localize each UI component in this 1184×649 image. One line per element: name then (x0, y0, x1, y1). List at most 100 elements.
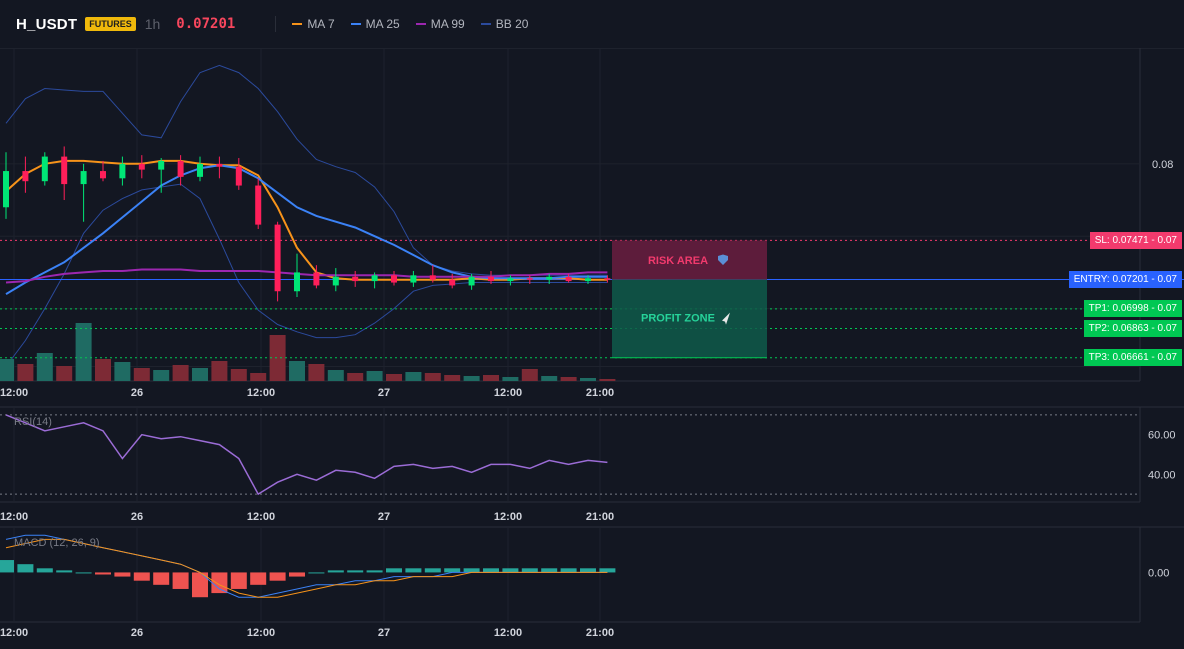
legend-ma25-label: MA 25 (365, 17, 400, 31)
symbol-title[interactable]: H_USDT (16, 15, 78, 33)
macd-histogram-bar (153, 572, 170, 585)
macd-histogram-bar (347, 570, 364, 573)
candle-body (565, 276, 572, 282)
macd-histogram-bar (444, 568, 461, 573)
candle-body (313, 272, 320, 286)
volume-bar (308, 364, 325, 381)
candle-body (410, 275, 417, 283)
grid-lines (0, 48, 1140, 622)
time-tick-label: 12:00 (494, 387, 522, 399)
time-tick-label: 12:00 (0, 511, 28, 523)
legend-bb20-label: BB 20 (495, 17, 529, 31)
tp2-tag-value: 0.07 (1157, 322, 1177, 334)
tp3-tag: TP3: 0.06661 - 0.07 (1083, 349, 1182, 367)
legend-ma7-swatch (292, 23, 303, 25)
time-tick-label: 12:00 (247, 627, 275, 639)
candle-body (80, 171, 87, 185)
legend-bb20-swatch (480, 23, 491, 25)
macd-histogram-bar (211, 572, 228, 594)
volume-bar (192, 368, 208, 381)
ma25-line (5, 164, 608, 295)
candle-body (235, 166, 242, 186)
candle-body (507, 278, 514, 282)
volume-bar (424, 373, 441, 381)
time-tick-label: 12:00 (247, 387, 275, 399)
time-tick-label: 12:00 (494, 627, 522, 639)
volume-bar (95, 359, 111, 381)
macd-histogram-bar (463, 568, 480, 573)
candle-body (526, 278, 533, 280)
candle-body (468, 276, 475, 286)
volume-bar (133, 368, 150, 381)
macd-pane: MACD (12, 26, 9) 0.00 (0, 534, 1169, 598)
shield-icon (718, 254, 728, 265)
macd-histogram-bar (599, 568, 616, 573)
macd-histogram-bar (386, 568, 402, 573)
legend-ma7[interactable]: MA 7 (292, 17, 335, 31)
macd-histogram-bar (230, 572, 247, 589)
legend-bb20[interactable]: BB 20 (480, 17, 529, 31)
candle-body (449, 279, 456, 286)
candle-body (255, 185, 262, 225)
chart-header: H_USDT FUTURES 1h 0.07201 MA 7 MA 25 MA … (0, 0, 1184, 49)
rsi-label: RSI(14) (14, 416, 52, 428)
candle-body (3, 171, 9, 208)
time-tick-label: 21:00 (586, 387, 614, 399)
macd-histogram-bar (366, 570, 383, 573)
macd-histogram-bar (502, 568, 519, 573)
volume-bar (386, 374, 402, 381)
time-tick-label: 12:00 (247, 511, 275, 523)
profit-zone-label: PROFIT ZONE (641, 313, 715, 325)
macd-histogram-bar (0, 560, 14, 573)
macd-histogram-bar (580, 568, 596, 573)
volume-bar (269, 335, 286, 381)
volume-bar (75, 323, 92, 381)
ma7-line (5, 159, 608, 281)
tp1-tag-label: TP1: 0.06998 (1088, 303, 1149, 315)
candle-body (119, 163, 126, 179)
candle-body (216, 163, 223, 167)
macd-tick-label: 0.00 (1148, 567, 1169, 579)
candle-body (352, 276, 359, 282)
candle-body (274, 224, 281, 292)
candle-body (22, 171, 29, 182)
candle-body (332, 276, 339, 286)
macd-histogram-bar (424, 568, 441, 573)
volume-bar (36, 353, 53, 381)
risk-area-label: RISK AREA (648, 255, 708, 267)
macd-histogram-bar (95, 572, 111, 575)
volume-bar (502, 377, 519, 381)
candle-body (294, 272, 300, 292)
legend-ma25[interactable]: MA 25 (350, 17, 400, 31)
candle-body (429, 275, 436, 280)
rsi-tick-label: 40.00 (1148, 469, 1176, 481)
legend-ma7-label: MA 7 (307, 17, 335, 31)
time-tick-label: 12:00 (494, 511, 522, 523)
macd-histogram-bar (289, 572, 305, 577)
volume-bar (560, 377, 577, 381)
time-tick-label: 27 (378, 511, 390, 523)
candlesticks (3, 146, 611, 302)
volume-bar (347, 373, 364, 381)
candle-body (546, 276, 553, 280)
volume-bar (211, 361, 228, 381)
volume-bar (230, 369, 247, 381)
time-tick-label: 21:00 (586, 511, 614, 523)
volume-bar (405, 372, 422, 381)
macd-histogram-bar (36, 568, 53, 573)
rocket-icon (722, 312, 730, 325)
time-tick-label: 26 (131, 387, 143, 399)
risk-zone (612, 240, 767, 280)
tp1-tag: TP1: 0.06998 - 0.07 (1083, 300, 1182, 318)
legend-ma99-label: MA 99 (430, 17, 465, 31)
timeframe-label[interactable]: 1h (144, 16, 161, 32)
macd-histogram-bar (521, 568, 538, 573)
macd-signal-line (5, 538, 608, 598)
candle-body (41, 156, 48, 182)
volume-bars (0, 323, 616, 381)
legend-ma99[interactable]: MA 99 (415, 17, 465, 31)
macd-histogram-bar (133, 572, 150, 581)
legend-ma99-swatch (415, 23, 426, 25)
moving-averages (5, 159, 608, 295)
